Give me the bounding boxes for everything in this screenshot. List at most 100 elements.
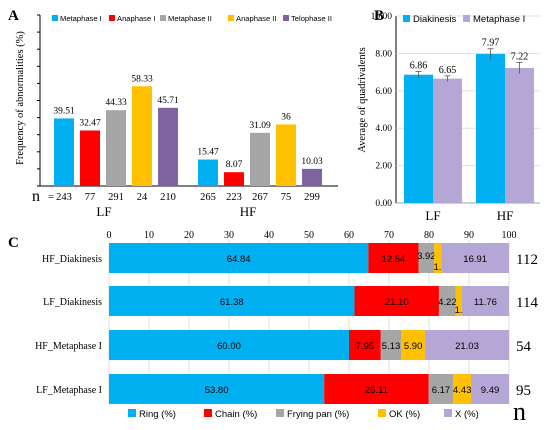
panel-b-y-tick-label: 10.00 <box>371 12 393 22</box>
panel-c-bar-segment <box>109 286 355 316</box>
panel-c-x-tick-label: 0 <box>107 230 112 241</box>
panel-c-bar-segment <box>441 243 509 273</box>
panel-b-y-tick-label: 8.00 <box>375 49 392 59</box>
panel-c-segment-label: 53.80 <box>205 385 229 396</box>
panel-c-bar-segment <box>471 374 509 404</box>
panel-c-x-tick-label: 30 <box>224 230 234 241</box>
panel-c-legend-swatch <box>378 409 386 417</box>
panel-c-legend: Ring (%) Chain (%) Frying pan (%) OK (%) X (… <box>128 409 479 420</box>
panel-c-legend-swatch <box>204 409 212 417</box>
panel-b-y-tick-label: 6.00 <box>375 87 392 97</box>
panel-a-bar-label: 39.51 <box>53 106 75 116</box>
panel-c-x-tick-label: 20 <box>184 230 194 241</box>
panel-a-group-label: HF <box>240 204 257 219</box>
panel-b-y-tick-label: 2.00 <box>375 162 392 172</box>
panel-b-bar <box>433 78 462 203</box>
panel-c-segment-label: 12.54 <box>382 254 406 265</box>
panel-c-segment-label: 5.90 <box>404 341 423 352</box>
panel-c-segment-label: 21.03 <box>455 341 479 352</box>
panel-a-n-label: n <box>32 188 40 205</box>
panel-c-segment-label: 4.22 <box>438 297 457 308</box>
panel-c-bar-segment <box>109 243 369 273</box>
panel-a-n-value: 77 <box>85 192 96 203</box>
panel-a-legend-swatch <box>160 15 166 21</box>
panel-a-bars: 39.51 32.47 44.33 58.33 45.71 15.47 8.07 31.09 3… <box>53 74 323 186</box>
panel-a-legend-label: Metaphase I <box>60 14 102 23</box>
panel-a-bar <box>302 168 322 186</box>
panel-a-bar-label: 32.47 <box>79 118 101 128</box>
panel-a-bar-label: 10.03 <box>301 157 323 167</box>
panel-a-bar <box>198 159 218 186</box>
panel-b-bars: 6.86 6.65 LF 7.97 7.22 HF <box>404 38 534 223</box>
panel-a-bar <box>224 172 244 186</box>
panel-c-bar-segment <box>324 374 429 404</box>
panel-b-bar-label: 7.97 <box>482 38 500 49</box>
panel-c-row-label: HF_Diakinesis <box>42 254 102 265</box>
panel-a-bar <box>158 107 178 186</box>
panel-a-letter: A <box>8 8 19 24</box>
panel-b-bar-label: 6.86 <box>410 60 428 71</box>
panel-a-bar <box>80 130 100 186</box>
panel-c-legend-label: OK (%) <box>389 409 420 420</box>
panel-b-y-tick-label: 4.00 <box>375 124 392 134</box>
panel-a-legend-label: Metaphase II <box>168 14 212 23</box>
panel-b-legend-swatch <box>403 15 410 22</box>
panel-a-group-label: LF <box>96 204 111 219</box>
panel-c-x-tick-label: 90 <box>464 230 474 241</box>
panel-c-bar-segment <box>109 330 349 360</box>
panel-a-bar-label: 44.33 <box>105 98 127 108</box>
panel-a-legend-swatch <box>228 15 234 21</box>
panel-c-row-label: HF_Metaphase I <box>35 341 102 352</box>
panel-c-segment-label: 16.91 <box>463 254 487 265</box>
panel-c-segment-label: 61.38 <box>220 297 244 308</box>
panel-c-n-value: 114 <box>516 295 538 311</box>
panel-a-n-value: 267 <box>252 192 268 203</box>
panel-c-bar-segment <box>109 374 325 404</box>
panel-c-segment-label: 4.43 <box>453 385 472 396</box>
panel-a-n-value: 291 <box>108 192 124 203</box>
panel-c-n-value: 95 <box>516 383 531 399</box>
panel-b-legend-label: Diakinesis <box>413 14 457 25</box>
panel-c-legend-swatch <box>128 409 136 417</box>
panel-b-ylabel: Average of quadrivalents <box>357 47 368 152</box>
panel-a-bar <box>54 118 74 186</box>
panel-c-segment-label: 26.11 <box>365 385 388 396</box>
panel-c-bar-segment <box>354 286 439 316</box>
panel-a-n-value: 24 <box>137 192 148 203</box>
panel-c-bar-segment <box>401 330 425 360</box>
panel-c-n-value: 112 <box>516 252 538 268</box>
panel-c-row-label: LF_Diakinesis <box>43 297 102 308</box>
panel-c-n-label: n <box>513 397 526 426</box>
panel-b-bar-label: 7.22 <box>511 51 529 62</box>
panel-c-x-tick-label: 50 <box>304 230 314 241</box>
panel-b-category-label: LF <box>425 208 440 223</box>
panel-c-x-tick-label: 100 <box>502 230 517 241</box>
panel-a-n-value: 299 <box>304 192 320 203</box>
panel-b-bar-label: 6.65 <box>439 65 457 76</box>
panel-a-legend-swatch <box>52 15 58 21</box>
panel-c-x-tick-label: 10 <box>144 230 154 241</box>
panel-a-bar-label: 36 <box>281 112 291 122</box>
panel-c-letter: C <box>8 235 19 251</box>
panel-a-bar-label: 15.47 <box>197 148 219 158</box>
panel-b-bar <box>505 67 534 204</box>
panel-a-bar <box>132 86 152 186</box>
panel-c-n-value: 54 <box>516 339 532 355</box>
panel-c-bar-segment <box>453 374 472 404</box>
panel-b-legend: Diakinesis Metaphase I <box>403 14 525 25</box>
panel-b-chart: Average of quadrivalents 0.00 2.00 4.00 6.0… <box>357 12 540 223</box>
panel-a-bar-label: 31.09 <box>249 121 271 131</box>
panel-c-bar-segment <box>424 330 510 360</box>
panel-b-y-tick-label: 0.00 <box>375 199 392 209</box>
panel-a-n-value: 75 <box>281 192 292 203</box>
panel-c-bar-segment <box>418 243 435 273</box>
panel-b-category-label: HF <box>497 208 514 223</box>
panel-a-legend-label: Anaphase II <box>236 14 277 23</box>
panel-c-chart: 0 10 20 30 40 50 60 70 80 90 100 HF_Diakinesis 64.8… <box>35 230 538 426</box>
panel-c-legend-label: Chain (%) <box>215 409 257 420</box>
panel-a-bar-label: 58.33 <box>131 74 153 84</box>
panel-a-sample-sizes: n = 243 77 291 24 210 LF 265 223 267 75 299 HF <box>32 188 320 219</box>
panel-c-bar-segment <box>368 243 419 273</box>
panel-c-segment-label: 11.76 <box>474 297 497 308</box>
